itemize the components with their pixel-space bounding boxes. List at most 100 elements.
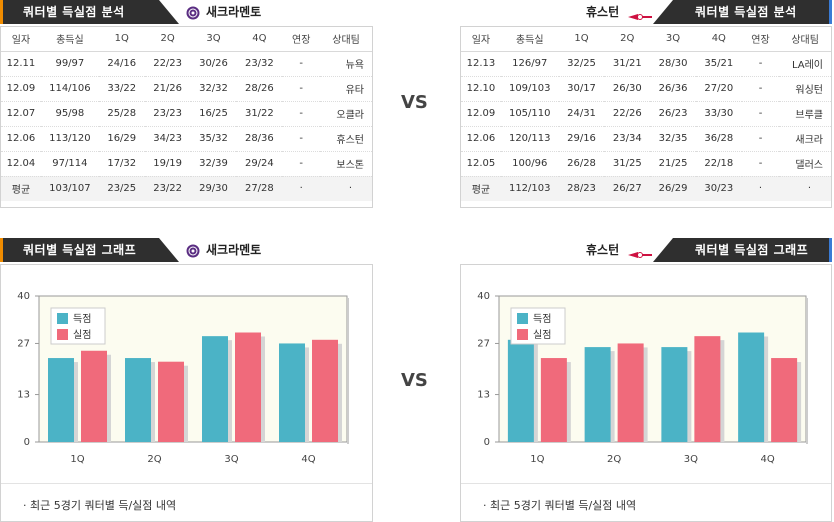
average-cell: 28/23	[558, 176, 605, 201]
table-cell: 17/32	[98, 151, 145, 177]
table-cell: 23/34	[604, 126, 651, 152]
table-cell: 뉴욕	[320, 51, 372, 77]
table-cell: 126/97	[500, 51, 559, 77]
table-cell: 28/36	[236, 126, 283, 152]
table-cell: 95/98	[40, 101, 99, 127]
table-cell: 보스톤	[320, 151, 372, 177]
table-cell: 34/23	[144, 126, 191, 152]
table-row: 12.04 97/114 17/32 19/19 32/39 29/24- 보스톤	[1, 151, 372, 177]
table-row: 12.09 114/106 33/22 21/26 32/32 28/26- 유타	[1, 76, 372, 102]
x-tick-label: 2Q	[147, 454, 161, 465]
average-cell: ·	[741, 176, 780, 201]
column-header: 총득실	[40, 27, 99, 52]
average-cell: 26/27	[604, 176, 651, 201]
bar-allowed-2Q	[617, 343, 644, 442]
x-tick-label: 2Q	[607, 454, 621, 465]
table-cell: 21/26	[144, 76, 191, 102]
table-average-row: 평균 103/107 23/25 23/22 29/30 27/28 · ·	[1, 176, 372, 201]
column-header: 상대팀	[779, 27, 831, 52]
table-cell: 33/30	[695, 101, 742, 127]
right-team-name: 휴스턴	[586, 5, 620, 19]
table-cell: -	[741, 126, 780, 152]
column-header: 1Q	[558, 27, 605, 52]
table-cell: 22/23	[144, 51, 191, 77]
table-cell: 새크라	[779, 126, 831, 152]
left-graph-header: 쿼터별 득실점 그래프 새크라멘토	[0, 238, 372, 262]
table-cell: 31/25	[604, 151, 651, 177]
bar-allowed-3Q	[235, 332, 261, 442]
bar-scored-1Q	[48, 358, 74, 442]
average-cell: ·	[320, 176, 372, 201]
table-cell: 26/28	[558, 151, 605, 177]
table-cell: 12.07	[1, 101, 41, 127]
bar-scored-2Q	[584, 347, 611, 442]
table-cell: -	[282, 51, 321, 77]
table-row: 12.09 105/110 24/31 22/26 26/23 33/30- 브루클	[461, 101, 831, 127]
vs-label-top: VS	[401, 92, 428, 113]
table-header-row: 일자 총득실 1Q 2Q 3Q 4Q 연장 상대팀	[461, 27, 831, 52]
left-graph-title: 쿼터별 득실점 그래프	[3, 238, 153, 262]
table-cell: 16/29	[98, 126, 145, 152]
table-header-row: 일자 총득실 1Q 2Q 3Q 4Q 연장 상대팀	[1, 27, 372, 52]
table-cell: 26/36	[650, 76, 696, 102]
column-header: 2Q	[604, 27, 651, 52]
left-graph-panel: 0 13 27 40 1Q 2Q 3Q 4Q 득점 실점 · 최근 5경기 쿼터별 득/실점 내역	[0, 264, 373, 522]
table-cell: 19/19	[144, 151, 191, 177]
table-cell: -	[741, 151, 780, 177]
x-tick-label: 1Q	[530, 454, 544, 465]
average-cell: 26/29	[650, 176, 696, 201]
left-section-title: 쿼터별 득실점 분석	[3, 0, 153, 24]
column-header: 일자	[1, 27, 41, 52]
table-cell: 22/26	[604, 101, 651, 127]
average-cell: 29/30	[190, 176, 237, 201]
right-graph-panel: 0 13 27 40 1Q 2Q 3Q 4Q 득점 실점 · 최근 5경기 쿼터별 득/실점 내역	[460, 264, 832, 522]
column-header: 총득실	[500, 27, 559, 52]
table-cell: -	[282, 151, 321, 177]
legend-entry: 실점	[73, 329, 91, 341]
x-tick-label: 3Q	[224, 454, 238, 465]
table-cell: 31/21	[604, 51, 651, 77]
average-cell: 23/25	[98, 176, 145, 201]
table-cell: 12.06	[1, 126, 41, 152]
right-score-table: 일자 총득실 1Q 2Q 3Q 4Q 연장 상대팀 12.13 126/97 32/25 31/21…	[461, 27, 831, 201]
table-cell: 32/32	[190, 76, 237, 102]
column-header: 연장	[741, 27, 780, 52]
table-cell: 16/25	[190, 101, 237, 127]
bar-scored-3Q	[202, 336, 228, 442]
vs-label-bottom: VS	[401, 370, 428, 391]
y-tick-label: 27	[477, 338, 490, 349]
table-cell: 35/32	[190, 126, 237, 152]
table-cell: -	[741, 76, 780, 102]
table-cell: 31/22	[236, 101, 283, 127]
table-cell: 105/110	[500, 101, 559, 127]
table-cell: 23/32	[236, 51, 283, 77]
table-cell: 21/25	[650, 151, 696, 177]
legend-entry: 득점	[533, 313, 551, 325]
x-tick-label: 3Q	[684, 454, 698, 465]
right-accent-bar	[829, 0, 832, 24]
table-cell: 12.10	[461, 76, 501, 102]
table-cell: 99/97	[40, 51, 99, 77]
table-cell: 23/23	[144, 101, 191, 127]
column-header: 4Q	[236, 27, 283, 52]
bar-scored-4Q	[279, 343, 305, 442]
right-graph-header: 휴스턴 쿼터별 득실점 그래프	[460, 238, 832, 262]
x-tick-label: 4Q	[301, 454, 315, 465]
table-cell: 24/31	[558, 101, 605, 127]
table-cell: 120/113	[500, 126, 559, 152]
table-cell: 24/16	[98, 51, 145, 77]
table-cell: LA레이	[779, 51, 831, 77]
bar-allowed-1Q	[540, 358, 567, 442]
table-cell: 113/120	[40, 126, 99, 152]
table-cell: 33/22	[98, 76, 145, 102]
table-row: 12.05 100/96 26/28 31/25 21/25 22/18- 댈러스	[461, 151, 831, 177]
average-cell: 30/23	[695, 176, 742, 201]
column-header: 일자	[461, 27, 501, 52]
average-cell: ·	[779, 176, 831, 201]
average-cell: 평균	[1, 176, 41, 201]
table-cell: 12.06	[461, 126, 501, 152]
column-header: 상대팀	[320, 27, 372, 52]
table-cell: -	[741, 51, 780, 77]
